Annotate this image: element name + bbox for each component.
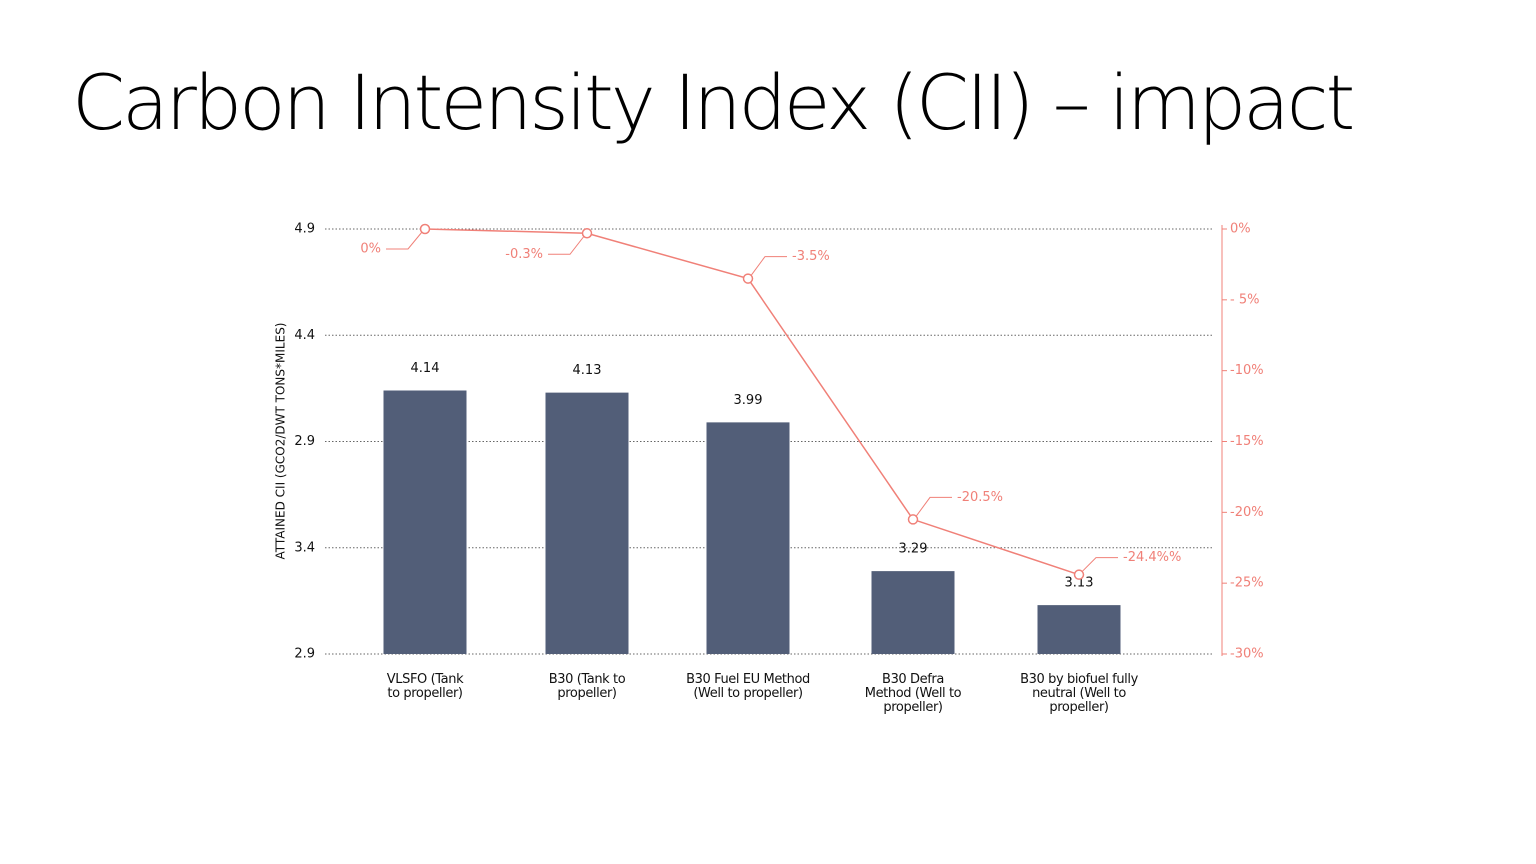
line-point <box>1073 569 1085 580</box>
x-tick-label: B30 Fuel EU Method (Well to propeller) <box>686 672 810 701</box>
label-leader <box>750 256 787 276</box>
y-tick-label: 3.4 <box>294 540 315 555</box>
y-tick-label: 4.4 <box>294 328 315 343</box>
label-leader <box>1081 557 1118 573</box>
x-tick-label: B30 by biofuel fully neutral (Well to pr… <box>1020 672 1138 715</box>
y2-tick-label: 0% <box>1230 222 1251 237</box>
bar-value-label: 4.13 <box>573 363 602 378</box>
line-value-label: -3.5% <box>792 249 830 264</box>
bar <box>871 571 955 654</box>
y2-tick-label: - 5% <box>1230 292 1259 307</box>
y2-tick-label: -20% <box>1230 505 1264 520</box>
y-tick-label: 4.9 <box>294 222 315 237</box>
y2-tick-label: -15% <box>1230 434 1264 449</box>
line-value-label: -20.5% <box>957 490 1003 505</box>
bar <box>383 390 467 654</box>
bar-value-label: 3.29 <box>899 542 928 557</box>
x-tick-label: VLSFO (Tank to propeller) <box>386 672 464 701</box>
line-value-label: 0% <box>360 242 381 257</box>
chart-title: Carbon Intensity Index (CII) – impact <box>72 58 1355 147</box>
bar <box>545 392 629 654</box>
bar <box>1037 605 1121 654</box>
y2-tick-label: -25% <box>1230 576 1264 591</box>
line-point <box>419 223 431 235</box>
label-leader <box>386 231 423 250</box>
label-leader <box>548 235 585 255</box>
bar <box>706 422 790 654</box>
y2-tick-label: -10% <box>1230 363 1264 378</box>
bar-value-label: 4.14 <box>411 361 440 376</box>
y-axis-label: ATTAINED CII (GCO2/DWT TONS*MILES) <box>274 323 288 560</box>
y-tick-label: 2.9 <box>294 434 315 449</box>
line-point <box>742 273 754 284</box>
line-value-label: -0.3% <box>505 247 543 262</box>
x-tick-label: B30 Defra Method (Well to propeller) <box>864 672 962 715</box>
x-tick-label: B30 (Tank to propeller) <box>548 672 626 701</box>
bar-value-label: 3.99 <box>734 393 763 408</box>
line-value-label: -24.4%% <box>1123 550 1181 565</box>
y2-tick-label: -30% <box>1230 647 1264 662</box>
line-point <box>581 228 593 239</box>
bar-value-label: 3.13 <box>1065 576 1094 591</box>
y-tick-label: 2.9 <box>294 647 315 662</box>
label-leader <box>915 496 952 517</box>
line-point <box>907 514 919 525</box>
